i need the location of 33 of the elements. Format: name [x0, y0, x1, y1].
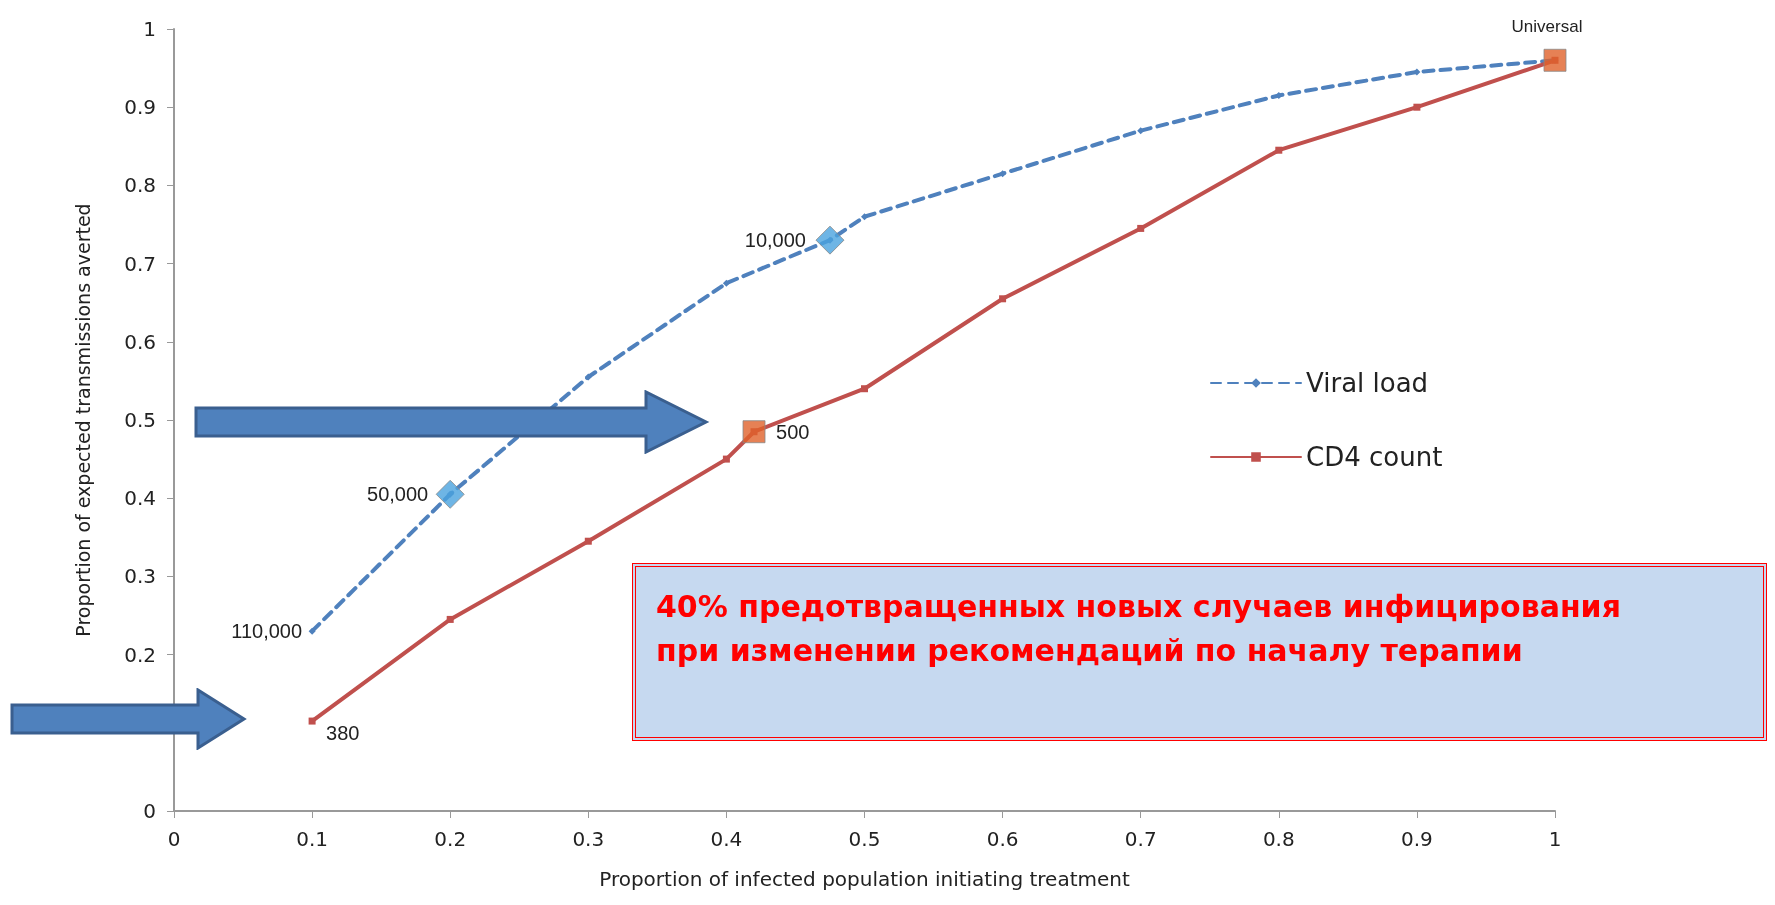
y-tick-label: 0.5 — [124, 408, 156, 432]
x-tick-label: 0.1 — [296, 827, 329, 851]
y-tick-label: 1 — [143, 17, 156, 41]
x-tick-label: 0.8 — [1262, 827, 1295, 851]
y-axis-title: Proportion of expected transmissions averted — [71, 203, 94, 637]
annotation: 10,000 — [744, 229, 806, 252]
annotation: 500 — [776, 420, 810, 443]
x-tick-label: 0.5 — [848, 827, 881, 851]
x-tick-label: 0 — [167, 827, 181, 851]
x-tick-label: 1 — [1548, 827, 1562, 851]
y-tick-label: 0.8 — [124, 173, 156, 198]
y-tick-label: 0.6 — [124, 329, 156, 354]
y-tick-label: 0.3 — [124, 564, 156, 589]
legend-label: Viral load — [1306, 368, 1429, 398]
annotation: 110,000 — [231, 620, 303, 643]
legend-label: CD4 count — [1306, 442, 1443, 472]
x-axis-title: Proportion of infected population initiating treatment — [599, 867, 1130, 891]
annotation: 40% предотвращенных новых случаев инфицирования при изменении рекомендаций по началу терапии — [656, 588, 1622, 670]
y-tick-label: 0.4 — [124, 486, 156, 511]
x-tick-label: 0.7 — [1124, 827, 1157, 851]
y-tick-label: 0.9 — [124, 95, 156, 120]
x-tick-label: 0.6 — [986, 827, 1019, 851]
y-tick-label: 0.2 — [124, 642, 156, 667]
callout-box: 40% предотвращенных новых случаев инфицирования при изменении рекомендаций по началу терапии — [632, 563, 1767, 741]
x-tick-label: 0.9 — [1400, 827, 1433, 851]
annotation: 50,000 — [367, 483, 429, 506]
y-tick-label: 0 — [143, 799, 156, 823]
x-tick-label: 0.2 — [434, 827, 467, 851]
y-tick-label: 0.7 — [124, 251, 156, 276]
x-tick-label: 0.4 — [710, 827, 743, 851]
annotation: Universal — [1511, 16, 1583, 36]
x-tick-label: 0.3 — [572, 827, 605, 851]
annotation: 380 — [326, 722, 360, 745]
